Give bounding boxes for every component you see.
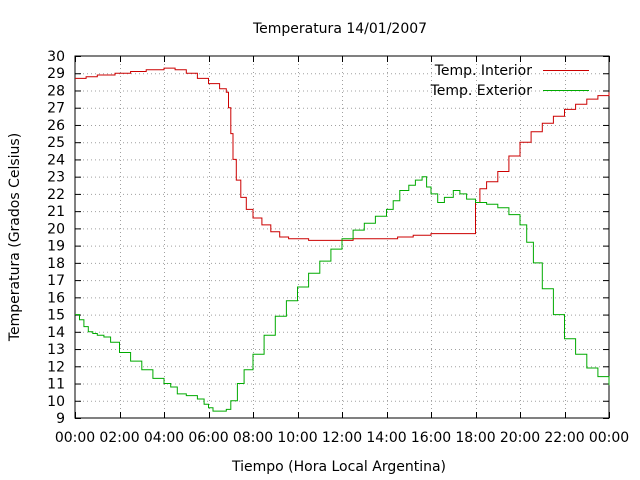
x-tick-label: 04:00 [144,430,184,446]
series-lines [75,67,610,412]
y-tick-label: 22 [47,187,65,203]
y-tick-label: 12 [47,359,65,375]
x-tick-label: 14:00 [366,430,406,446]
axis-ticks: 9101112131415161718192021222324252627282… [47,49,629,446]
x-tick-label: 06:00 [188,430,228,446]
chart-title: Temperatura 14/01/2007 [252,21,427,37]
y-tick-label: 25 [47,135,65,151]
legend: Temp. Interior Temp. Exterior [430,63,589,99]
y-tick-label: 19 [47,239,65,255]
x-tick-label: 00:00 [589,430,629,446]
series-line-0 [75,67,610,241]
y-tick-label: 28 [47,83,65,99]
y-tick-label: 17 [47,273,65,289]
y-tick-label: 20 [47,221,65,237]
y-tick-label: 15 [47,308,65,324]
x-tick-label: 18:00 [455,430,495,446]
grid-lines [75,56,609,418]
y-tick-label: 14 [47,325,65,341]
y-tick-label: 23 [47,170,65,186]
y-tick-label: 13 [47,342,65,358]
y-tick-label: 10 [47,394,65,410]
x-tick-label: 00:00 [55,430,95,446]
y-tick-label: 24 [47,152,65,168]
x-tick-label: 22:00 [544,430,584,446]
x-tick-label: 12:00 [322,430,362,446]
y-tick-label: 30 [47,49,65,65]
y-tick-label: 26 [47,118,65,134]
x-tick-label: 02:00 [99,430,139,446]
y-tick-label: 21 [47,204,65,220]
y-tick-label: 11 [47,377,65,393]
y-tick-label: 9 [56,411,65,427]
y-tick-label: 27 [47,101,65,117]
y-tick-label: 18 [47,256,65,272]
series-line-1 [75,176,610,412]
x-tick-label: 10:00 [277,430,317,446]
x-tick-label: 20:00 [500,430,540,446]
x-tick-label: 08:00 [233,430,273,446]
y-tick-label: 16 [47,290,65,306]
legend-label: Temp. Exterior [430,83,533,99]
legend-label: Temp. Interior [434,63,533,79]
y-axis-label: Temperatura (Grados Celsius) [7,133,23,342]
x-axis-label: Tiempo (Hora Local Argentina) [231,459,446,475]
y-tick-label: 29 [47,66,65,82]
x-tick-label: 16:00 [411,430,451,446]
